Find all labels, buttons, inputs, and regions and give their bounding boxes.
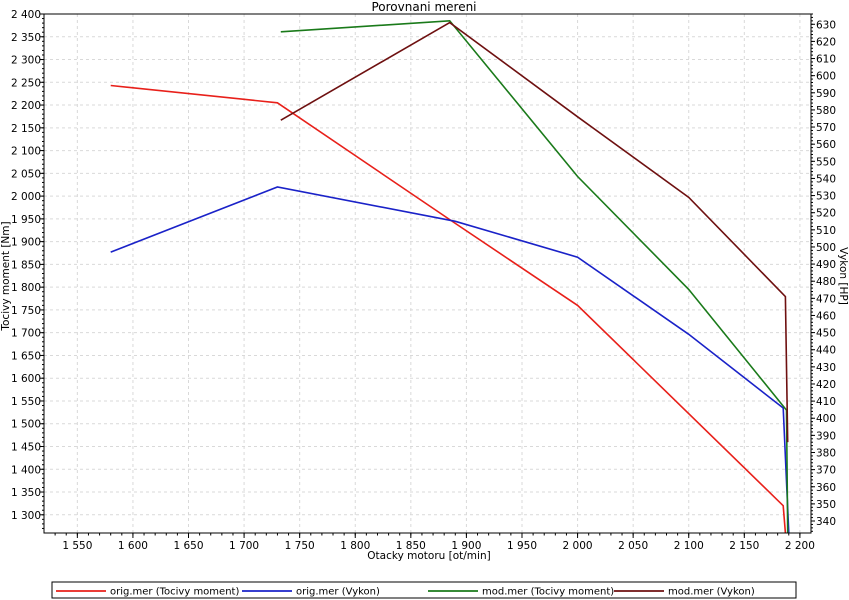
x-tick-label: 1 700 [229,540,259,552]
y2-tick-label: 340 [816,516,836,528]
y2-tick-label: 390 [816,430,836,442]
series-line-2 [280,19,789,533]
legend-label: mod.mer (Tocivy moment) [482,587,614,598]
y-tick-label: 1 400 [11,464,41,476]
y-axis-ticks: 1 300 1 350 1 400 1 450 1 500 1 550 1 600 1 650… [11,9,44,529]
y-tick-label: 1 550 [11,396,41,408]
y-tick-label: 1 450 [11,442,41,454]
y-tick-label: 1 700 [11,328,41,340]
y-tick-label: 1 600 [11,373,41,385]
y2-tick-label: 440 [816,345,836,357]
y2-tick-label: 410 [816,396,836,408]
y2-tick-label: 430 [816,362,836,374]
y-tick-label: 2 100 [11,146,41,158]
x-tick-label: 1 900 [451,540,481,552]
y-tick-label: 2 150 [11,123,41,135]
y2-tick-label: 570 [816,122,836,134]
chart-title: Porovnani mereni [371,0,476,14]
y2-tick-label: 630 [816,19,836,31]
y-axis-title: Tocivy moment [Nm] [0,221,12,331]
x-tick-label: 1 600 [118,540,148,552]
y2-tick-label: 550 [816,156,836,168]
y2-tick-label: 490 [816,259,836,271]
y-tick-label: 2 050 [11,168,41,180]
y2-tick-label: 380 [816,447,836,459]
y-tick-label: 1 900 [11,237,41,249]
y2-tick-label: 540 [816,173,836,185]
legend-box [51,581,797,599]
x-tick-label: 2 200 [785,540,815,552]
y-tick-label: 1 500 [11,419,41,431]
y2-tick-label: 530 [816,191,836,203]
y2-tick-label: 420 [816,379,836,391]
x-tick-label: 2 150 [729,540,759,552]
y2-tick-label: 370 [816,465,836,477]
y2-tick-label: 600 [816,71,836,83]
y-tick-label: 1 300 [11,510,41,522]
series-line-0 [110,84,787,533]
y-tick-label: 2 350 [11,32,41,44]
y2-tick-label: 610 [816,54,836,66]
legend-label: mod.mer (Vykon) [668,587,755,598]
y2-tick-label: 590 [816,88,836,100]
x-tick-label: 2 100 [674,540,704,552]
series-line-3 [280,21,789,443]
y2-tick-label: 560 [816,139,836,151]
x-tick-label: 1 800 [340,540,370,552]
series-line-1 [110,186,790,533]
y-tick-label: 2 300 [11,55,41,67]
x-tick-label: 1 650 [173,540,203,552]
y2-axis-title: Vykon [HP] [837,247,849,305]
x-axis-title: Otacky motoru [ot/min] [367,550,490,562]
x-tick-label: 2 000 [563,540,593,552]
y-tick-label: 1 650 [11,350,41,362]
y-tick-label: 1 850 [11,259,41,271]
y2-tick-label: 580 [816,105,836,117]
x-tick-label: 2 050 [618,540,648,552]
series-lines [110,19,790,533]
plot-frame [43,13,812,534]
y-tick-label: 2 250 [11,77,41,89]
x-axis-ticks: 1 550 1 600 1 650 1 700 1 750 1 800 1 850 1 900… [54,533,815,552]
y2-tick-label: 360 [816,482,836,494]
y-tick-label: 1 750 [11,305,41,317]
x-tick-label: 1 550 [62,540,92,552]
legend: orig.mer (Tocivy moment) orig.mer (Vykon)… [51,581,797,599]
y2-tick-label: 620 [816,36,836,48]
y2-tick-label: 480 [816,276,836,288]
y-tick-label: 2 000 [11,191,41,203]
legend-label: orig.mer (Tocivy moment) [110,587,239,598]
y-tick-label: 1 950 [11,214,41,226]
x-tick-label: 1 850 [396,540,426,552]
y2-tick-label: 350 [816,499,836,511]
x-tick-label: 1 950 [507,540,537,552]
y2-tick-label: 470 [816,293,836,305]
y2-tick-label: 460 [816,310,836,322]
y2-tick-label: 450 [816,328,836,340]
y-tick-label: 2 400 [11,9,41,21]
y2-tick-label: 520 [816,208,836,220]
x-tick-label: 1 750 [285,540,315,552]
y-tick-label: 2 200 [11,100,41,112]
y2-tick-label: 500 [816,242,836,254]
y2-tick-label: 510 [816,225,836,237]
y-tick-label: 1 350 [11,487,41,499]
legend-label: orig.mer (Vykon) [296,587,380,598]
y-tick-label: 1 800 [11,282,41,294]
grid [44,13,811,533]
y2-tick-label: 400 [816,413,836,425]
